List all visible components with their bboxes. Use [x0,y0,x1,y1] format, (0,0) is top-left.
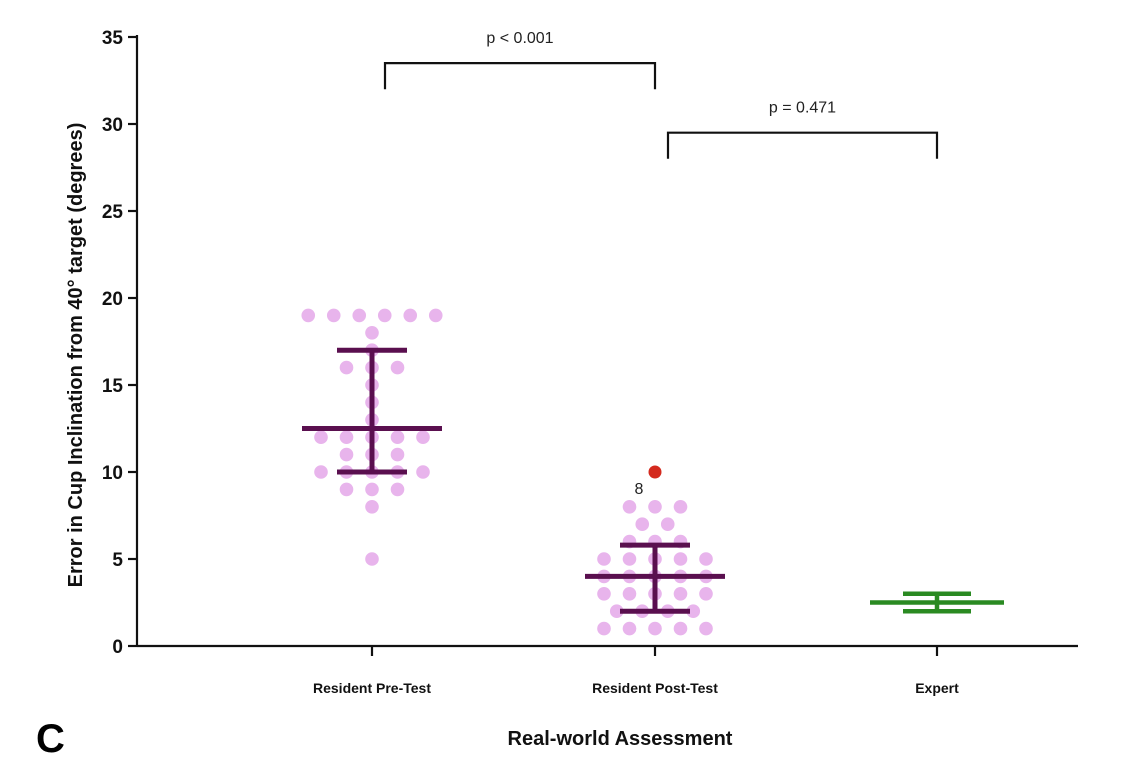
data-point [699,552,713,566]
data-point [339,430,354,445]
data-point [686,604,701,618]
data-point [622,552,637,566]
data-point [390,482,405,497]
y-tick-label: 20 [102,289,123,310]
data-point [390,360,405,375]
data-point [597,552,611,566]
y-tick-label: 0 [112,637,123,658]
data-point [673,552,688,566]
x-axis-title: Real-world Assessment [508,728,733,750]
data-point [365,326,379,340]
data-point [377,308,392,323]
data-point [660,517,675,531]
data-point [673,587,688,601]
data-point [673,621,688,636]
y-tick-label: 5 [112,550,123,571]
significance-bracket [666,131,939,159]
data-point [365,482,379,497]
data-point [648,500,662,514]
data-point [301,308,316,323]
data-point [339,447,354,462]
x-tick-label: Resident Pre-Test [313,680,431,696]
data-point [365,552,379,566]
data-point [416,430,430,445]
data-point [622,500,637,514]
data-point [597,621,611,636]
outlier-label: 8 [635,481,644,498]
summary-bars [302,347,1004,614]
data-point [673,500,688,514]
p-value-label: p = 0.471 [769,100,836,117]
data-point [326,308,341,323]
data-point [416,465,430,479]
y-tick-label: 15 [102,376,124,397]
x-tick-label: Resident Post-Test [592,680,718,696]
data-point [699,621,713,636]
data-point [428,308,443,323]
data-point [314,465,328,479]
data-point [609,604,624,618]
data-point [635,517,650,531]
x-tick-label: Expert [915,680,959,696]
data-point [339,360,354,375]
data-point [352,308,367,323]
outlier-point [648,465,662,479]
data-point [339,482,354,497]
data-point [699,587,713,601]
y-tick-label: 35 [102,28,124,49]
y-axis-title: Error in Cup Inclination from 40° target… [65,123,87,588]
significance-bracket [383,62,657,90]
data-point [390,430,405,445]
data-point [365,500,379,514]
p-value-label: p < 0.001 [486,30,553,47]
data-point [648,621,662,636]
y-tick-label: 30 [102,115,123,136]
y-tick-label: 25 [102,202,124,223]
data-point [314,430,328,445]
y-tick-label: 10 [102,463,123,484]
data-point [403,308,418,323]
panel-label: C [36,717,65,761]
x-axis: Resident Pre-Test Resident Post-Test Exper… [137,644,1078,696]
data-point [597,587,611,601]
data-point [622,587,637,601]
data-point [622,621,637,636]
significance-annotations: p < 0.001 p = 0.471 [383,30,939,159]
y-axis: 0 5 10 15 20 25 30 35 [102,28,139,658]
data-point [390,447,405,462]
data-points: 8 [301,308,713,636]
